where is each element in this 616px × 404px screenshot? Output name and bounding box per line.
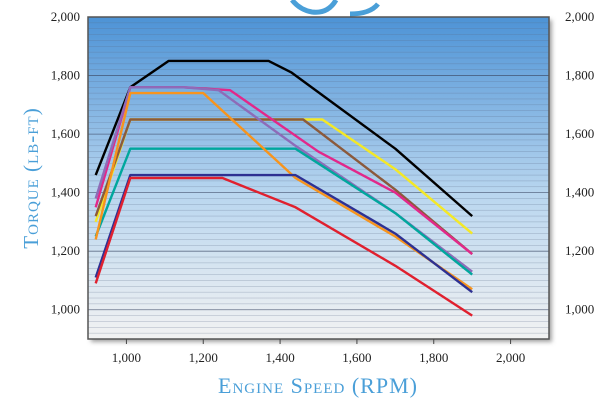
y-tick-label-left: 1,400 [51, 185, 80, 200]
y-tick-label-right: 1,200 [565, 243, 594, 258]
series-line-7 [94, 91, 473, 291]
x-axis: 1,000 1,200 1,400 1,600 1,800 2,000 [112, 339, 525, 365]
title-fragment-decoration [290, 0, 380, 17]
y-axis-right: 1,000 1,200 1,400 1,600 1,800 2,000 [565, 9, 594, 317]
plot-frame [87, 16, 550, 340]
y-tick-label-left: 1,200 [51, 243, 80, 258]
y-axis-left: 1,000 1,200 1,400 1,600 1,800 2,000 [51, 9, 80, 317]
series-line-3 [94, 118, 473, 256]
y-tick-label-left: 1,800 [51, 68, 80, 83]
y-tick-label-left: 1,000 [51, 302, 80, 317]
series-line-6 [94, 147, 473, 276]
x-tick-label: 1,600 [342, 350, 371, 365]
y-tick-label-right: 1,600 [565, 126, 594, 141]
y-tick-label-right: 2,000 [565, 9, 594, 24]
series-line-1 [94, 59, 473, 218]
series-line-9 [94, 176, 473, 317]
y-tick-label-left: 2,000 [51, 9, 80, 24]
y-axis-label: Torque (lb-ft) [19, 107, 43, 248]
x-tick-label: 1,200 [189, 350, 218, 365]
x-axis-label: Engine Speed (RPM) [218, 373, 418, 398]
y-tick-label-right: 1,800 [565, 68, 594, 83]
data-series [94, 59, 473, 317]
x-tick-label: 1,800 [419, 350, 448, 365]
y-tick-label-left: 1,600 [51, 126, 80, 141]
x-tick-label: 1,000 [112, 350, 141, 365]
y-tick-label-right: 1,000 [565, 302, 594, 317]
x-tick-label: 2,000 [496, 350, 525, 365]
y-tick-label-right: 1,400 [565, 185, 594, 200]
x-tick-label: 1,400 [265, 350, 294, 365]
